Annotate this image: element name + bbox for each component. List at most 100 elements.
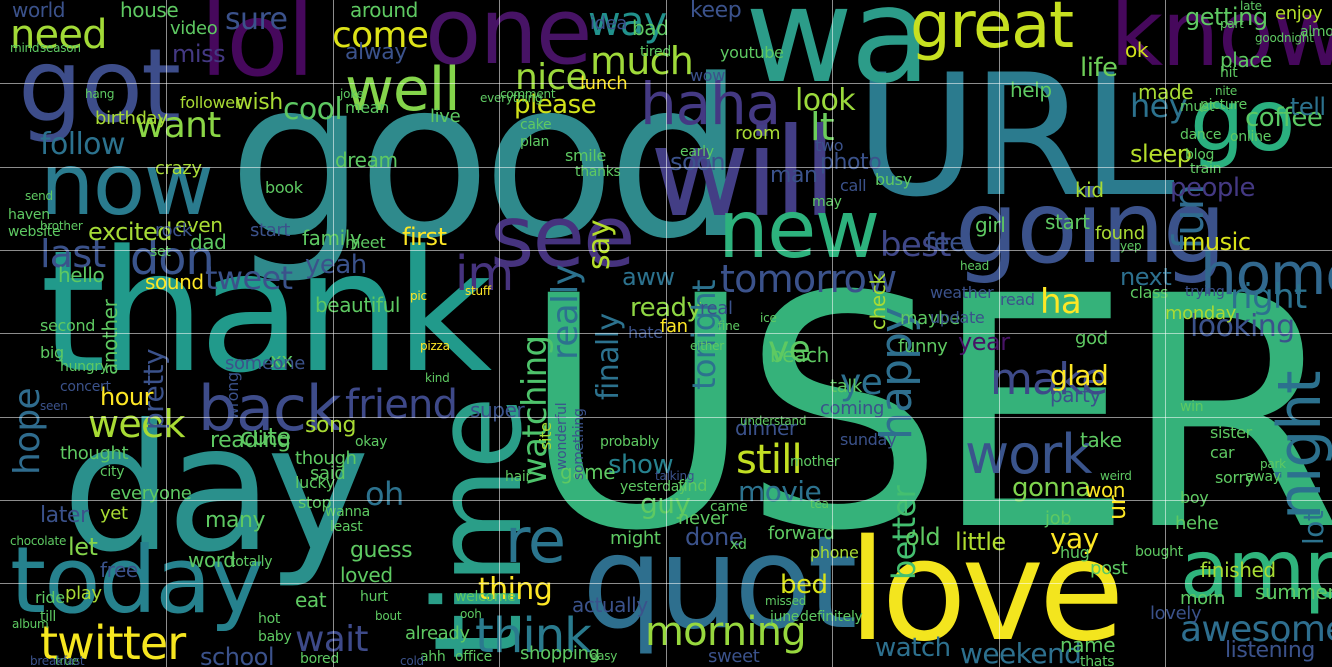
word-new: new — [718, 183, 880, 276]
word-great: great — [910, 0, 1074, 63]
word-work: work — [965, 423, 1092, 486]
word-soon: soon — [670, 148, 726, 176]
word-place: place — [1220, 48, 1272, 72]
word-free: word — [188, 548, 236, 572]
word-finished: found — [1095, 223, 1145, 244]
word-youtube: tired — [640, 44, 671, 60]
word-crazy: phone — [810, 543, 859, 562]
word-party: beautiful — [315, 293, 401, 317]
word-done: guess — [350, 538, 413, 563]
word-yesterday: something — [571, 408, 587, 480]
word-train: online — [1230, 129, 1272, 145]
word-said: said — [310, 463, 346, 484]
word-lunch: lunch — [580, 73, 628, 94]
word-really: really — [545, 264, 586, 360]
word-hello: hello — [58, 263, 105, 287]
word-sorry: hehe — [1175, 513, 1219, 534]
word-need: need — [10, 12, 108, 58]
word-never: sweet — [708, 646, 760, 667]
word-actually: shopping — [520, 643, 600, 664]
word-late: must — [1180, 99, 1215, 115]
word-idea: follower — [180, 93, 242, 112]
word-welcome: thats — [1080, 654, 1115, 667]
word-wonderful: cold — [400, 654, 424, 667]
word-missed: fine — [718, 319, 740, 333]
word-brother: meet — [345, 233, 386, 252]
word-ok: ok — [1125, 38, 1149, 62]
word-class: hate — [628, 323, 663, 342]
word-site: bout — [375, 609, 402, 623]
word-stuff: talking — [655, 469, 695, 483]
word-easy: missed — [765, 594, 807, 608]
word-follow: follow — [40, 127, 125, 162]
word-photo: read — [1000, 290, 1035, 309]
word-right: right — [1230, 277, 1307, 317]
word-ve: ve — [768, 329, 811, 370]
word-hang: mind — [10, 41, 40, 55]
word-smile: xd — [730, 537, 747, 553]
word-nite: almost — [1300, 24, 1332, 40]
word-eat: many — [205, 508, 266, 533]
word-tweet: tweet — [205, 259, 293, 297]
word-awesome: awesome — [1180, 609, 1332, 650]
word-big: man — [770, 163, 818, 188]
word-lot: lot — [1297, 510, 1330, 545]
word-ooh: ice — [760, 311, 777, 325]
word-ready: ready — [630, 293, 702, 323]
word-say: say — [582, 220, 617, 270]
word-sick: park — [1260, 457, 1286, 471]
word-keep: keep — [690, 0, 742, 23]
word-tired: video — [170, 18, 218, 39]
word-help: help — [1010, 78, 1052, 102]
word-little: little — [955, 528, 1006, 556]
word-ice: either — [690, 339, 724, 353]
word-call: photo — [820, 150, 882, 175]
word-lt: lt — [810, 105, 835, 149]
word-ur: won — [1085, 478, 1126, 502]
word-girl: year — [958, 328, 1010, 356]
word-dinner: free — [100, 558, 138, 582]
word-check: done — [685, 523, 743, 551]
word-something: site — [536, 422, 555, 450]
word-find: sister — [1210, 423, 1252, 442]
word-old: dinner — [735, 416, 797, 440]
word-office: bought — [1135, 544, 1183, 560]
word-lucky: came — [710, 499, 748, 515]
word-twitter: twitter — [40, 616, 186, 667]
word-two: busy — [875, 170, 912, 189]
word-weather: class — [1130, 283, 1169, 302]
grid-line-horizontal — [0, 583, 1332, 584]
word-post: start — [1045, 210, 1090, 234]
word-loved: play — [65, 583, 102, 604]
word-pizza: stuff — [465, 284, 491, 298]
word-home: home — [1200, 240, 1332, 308]
word-either: head — [960, 259, 989, 273]
word-come: come — [332, 15, 429, 56]
word-even: even — [175, 213, 223, 237]
word-fine: yep — [1120, 239, 1142, 253]
word-cold: album — [12, 617, 49, 631]
word-miss: miss — [172, 40, 226, 68]
word-xd: hang — [85, 87, 115, 101]
word-bed: bed — [780, 570, 828, 600]
word-ye: ye — [840, 362, 883, 403]
word-hey: hey — [1130, 87, 1188, 125]
word-will: will — [650, 102, 837, 244]
word-may: two — [815, 136, 844, 155]
word-maybe: check — [866, 273, 890, 330]
word-hour: hour — [100, 383, 154, 411]
word-user: USER — [520, 229, 1332, 601]
word-yet: everyone — [110, 483, 192, 504]
word-hurt: tea — [810, 497, 829, 511]
word-coming: god — [1075, 328, 1108, 349]
word-ahh: office — [455, 649, 492, 665]
word-okay: find — [678, 476, 708, 495]
word-kid: old — [905, 523, 941, 551]
word-play: though — [295, 448, 357, 469]
word-rock: dad — [190, 230, 227, 254]
word-everything: season — [40, 41, 81, 55]
word-head: plan — [520, 134, 550, 150]
word-sound: sound — [145, 270, 204, 294]
word-chocolate: seen — [40, 399, 68, 413]
word-june: ooh — [460, 607, 482, 621]
